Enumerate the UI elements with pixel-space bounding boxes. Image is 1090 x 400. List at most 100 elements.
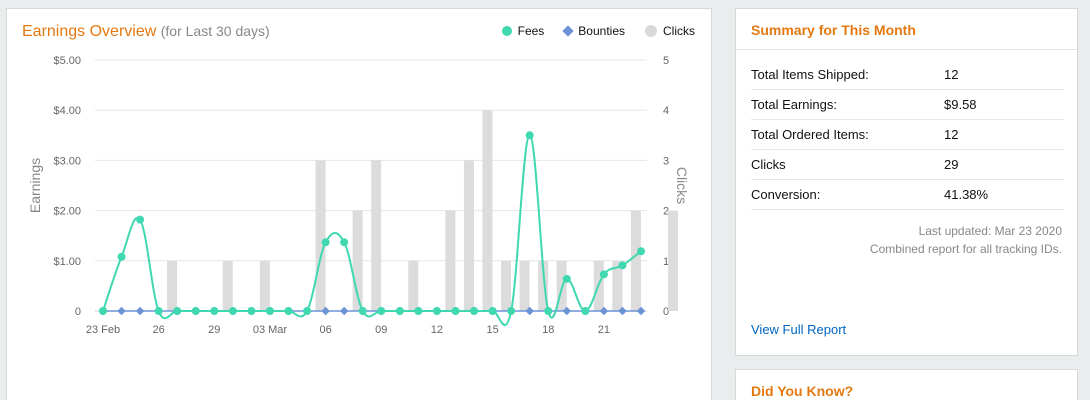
bar-clicks xyxy=(612,260,623,311)
point-fees xyxy=(451,307,460,315)
point-fees xyxy=(637,247,645,256)
point-fees xyxy=(136,215,145,224)
summary-row-conversion: Conversion: 41.38% xyxy=(751,180,1064,210)
point-fees xyxy=(414,307,423,315)
summary-value: 12 xyxy=(944,67,959,82)
summary-row-total-earnings: Total Earnings: $9.58 xyxy=(751,90,1064,120)
summary-row-items-shipped: Total Items Shipped: 12 xyxy=(751,60,1064,90)
point-bounties xyxy=(135,306,145,316)
y-left-axis-label: Earnings xyxy=(27,158,43,213)
summary-label: Clicks xyxy=(751,157,786,172)
summary-value: 29 xyxy=(944,157,959,172)
x-tick-label: 18 xyxy=(542,324,554,336)
point-fees xyxy=(173,307,182,315)
point-fees xyxy=(117,252,126,261)
point-bounties xyxy=(321,306,330,316)
point-bounties xyxy=(525,306,534,316)
y-right-tick-label: 3 xyxy=(663,155,669,167)
summary-label: Total Earnings: xyxy=(751,97,837,112)
point-bounties xyxy=(339,306,349,316)
summary-panel: Summary for This Month Total Items Shipp… xyxy=(735,8,1078,356)
did-you-know-title: Did You Know? xyxy=(751,383,854,399)
point-bounties xyxy=(618,306,627,316)
point-bounties xyxy=(636,306,646,316)
x-tick-label: 21 xyxy=(598,324,610,336)
point-fees xyxy=(284,307,293,315)
y-right-tick-label: 0 xyxy=(663,306,669,318)
view-full-report-link[interactable]: View Full Report xyxy=(751,322,847,337)
legend-item-fees[interactable]: Fees xyxy=(501,24,545,38)
legend-label-fees: Fees xyxy=(517,24,545,38)
summary-title: Summary for This Month xyxy=(751,22,916,38)
bar-clicks xyxy=(408,260,419,311)
summary-value: 41.38% xyxy=(944,187,989,202)
x-tick-label: 29 xyxy=(208,324,220,336)
point-fees xyxy=(507,307,516,315)
summary-label: Conversion: xyxy=(751,187,821,202)
bar-clicks xyxy=(482,110,493,311)
combined-report-note: Combined report for all tracking IDs. xyxy=(869,242,1062,256)
point-fees xyxy=(265,307,274,315)
point-fees xyxy=(488,307,497,315)
summary-label: Total Ordered Items: xyxy=(751,127,869,142)
summary-value: 12 xyxy=(944,127,959,142)
y-left-tick-label: $4.00 xyxy=(53,105,81,117)
bar-clicks xyxy=(315,160,326,311)
earnings-overview-panel: Earnings Overview (for Last 30 days) Fee… xyxy=(6,8,712,400)
summary-table: Total Items Shipped: 12 Total Earnings: … xyxy=(751,60,1064,210)
point-fees xyxy=(191,307,200,315)
chart-title-text: Earnings Overview xyxy=(22,23,157,40)
legend-label-bounties: Bounties xyxy=(578,24,625,38)
point-fees xyxy=(377,307,386,315)
circle-marker-icon xyxy=(645,25,657,37)
point-fees xyxy=(321,238,330,247)
point-fees xyxy=(340,238,349,247)
point-fees xyxy=(154,307,163,315)
point-fees xyxy=(358,307,367,315)
y-right-tick-label: 2 xyxy=(663,206,669,218)
point-fees xyxy=(303,307,312,315)
earnings-chart: 0$1.00$2.00$3.00$4.00$5.00012345Earnings… xyxy=(27,55,690,336)
x-tick-label: 03 Mar xyxy=(253,324,288,336)
bar-clicks xyxy=(352,210,363,311)
summary-value: $9.58 xyxy=(944,97,977,112)
point-fees xyxy=(228,307,237,315)
bar-clicks xyxy=(501,260,512,311)
chart-subtitle: (for Last 30 days) xyxy=(160,23,270,39)
point-bounties xyxy=(562,306,572,316)
last-updated-note: Last updated: Mar 23 2020 xyxy=(918,224,1062,238)
point-fees xyxy=(247,307,256,315)
summary-row-clicks: Clicks 29 xyxy=(751,150,1064,180)
legend-item-bounties[interactable]: Bounties xyxy=(562,24,625,38)
bar-clicks xyxy=(371,160,382,311)
point-fees xyxy=(525,131,534,140)
bar-clicks xyxy=(519,260,530,311)
summary-label: Total Items Shipped: xyxy=(751,67,869,82)
summary-divider xyxy=(736,49,1077,50)
legend-label-clicks: Clicks xyxy=(663,24,695,38)
bar-clicks xyxy=(668,210,678,311)
legend-item-clicks[interactable]: Clicks xyxy=(645,24,695,38)
x-tick-label: 26 xyxy=(153,324,165,336)
point-bounties xyxy=(599,306,609,316)
point-fees xyxy=(618,261,627,270)
x-tick-label: 12 xyxy=(431,324,443,336)
point-bounties xyxy=(117,306,126,316)
chart-legend: Fees Bounties Clicks xyxy=(501,24,695,38)
point-fees xyxy=(599,270,608,279)
y-right-axis-label: Clicks xyxy=(674,167,690,204)
point-fees xyxy=(544,307,553,315)
did-you-know-panel: Did You Know? xyxy=(735,369,1078,400)
bar-clicks xyxy=(538,260,549,311)
point-fees xyxy=(581,307,590,315)
x-tick-label: 06 xyxy=(319,324,331,336)
bar-clicks xyxy=(222,260,233,311)
bar-clicks xyxy=(167,260,178,311)
x-tick-label: 15 xyxy=(486,324,498,336)
bar-clicks xyxy=(630,210,641,311)
point-fees xyxy=(99,307,107,315)
y-left-tick-label: $5.00 xyxy=(53,55,81,67)
circle-marker-icon xyxy=(501,26,512,36)
point-fees xyxy=(470,307,479,315)
y-left-tick-label: 0 xyxy=(75,306,81,318)
